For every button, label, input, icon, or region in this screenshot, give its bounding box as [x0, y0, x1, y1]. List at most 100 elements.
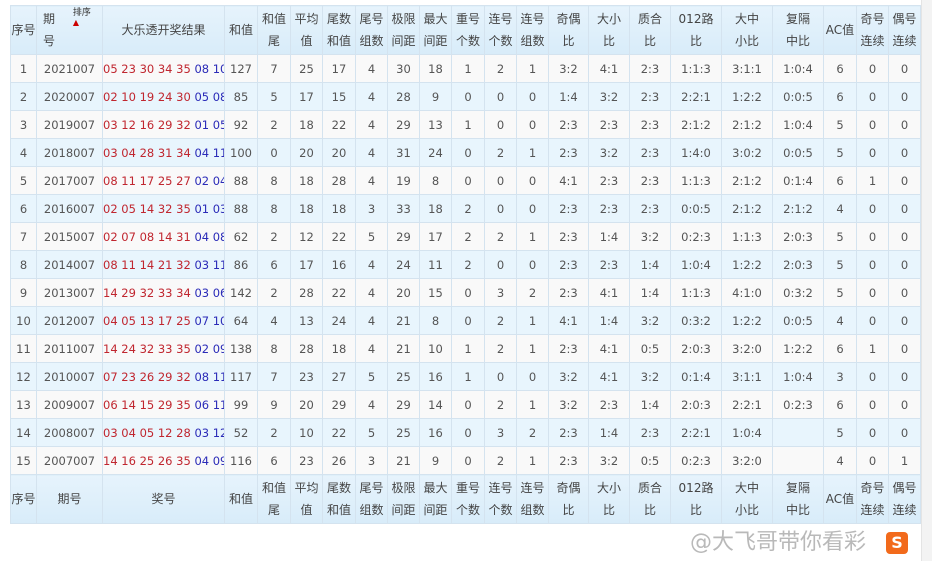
cell-stat: 5 [823, 110, 857, 139]
cell-result: 03 12 16 29 32 01 05 [102, 110, 225, 139]
cell-period: 2015007 [36, 222, 103, 251]
cell-stat: 4 [355, 138, 388, 167]
table-row: 12 2010007 07 23 26 29 32 08 11 117 7 23 27 5 25… [10, 362, 921, 391]
header-line-2: 组数 [359, 34, 384, 48]
cell-stat: 18 [290, 110, 323, 139]
cell-stat: 0 [888, 362, 921, 391]
cell-stat: 18 [290, 166, 323, 195]
sogou-logo-icon[interactable]: S [886, 532, 908, 554]
header-line-2: 值 [300, 34, 313, 48]
cell-stat: 2:3 [588, 390, 630, 419]
cell-stat: 0 [856, 418, 889, 447]
cell-period: 2020007 [36, 82, 103, 111]
cell-stat: 29 [387, 222, 420, 251]
header-line-1: 和值 [261, 12, 286, 26]
vertical-scrollbar[interactable] [921, 0, 932, 561]
sort-button[interactable]: 排序 ▲ [73, 8, 91, 28]
table-row: 1 2021007 05 23 30 34 35 08 10 127 7 25 17 4 30 1… [10, 54, 921, 83]
cell-seq: 3 [10, 110, 37, 139]
cell-stat: 2:3 [629, 54, 671, 83]
cell-stat: 3:2 [548, 362, 589, 391]
header-line-2: 比 [602, 34, 615, 48]
cell-stat: 6 [823, 334, 857, 363]
header-line-2: 间距 [423, 503, 448, 517]
cell-stat: 2 [484, 222, 517, 251]
cell-stat: 2:3 [548, 250, 589, 279]
cell-stat: 2:3 [548, 222, 589, 251]
header-even-run: 偶号 连续 [888, 5, 921, 55]
cell-period: 2014007 [36, 250, 103, 279]
cell-seq: 14 [10, 418, 37, 447]
cell-stat: 4 [355, 334, 388, 363]
back-numbers: 03 11 [194, 257, 225, 272]
cell-stat: 13 [419, 110, 452, 139]
cell-stat: 0 [484, 362, 517, 391]
cell-stat: 4:1 [588, 362, 630, 391]
cell-stat [772, 418, 824, 447]
cell-seq: 9 [10, 278, 37, 307]
back-numbers: 04 08 [194, 229, 225, 244]
header-sum: 和值 [224, 5, 258, 55]
cell-stat: 2:1:2 [721, 166, 773, 195]
cell-stat: 1 [451, 334, 485, 363]
cell-stat: 6 [823, 166, 857, 195]
table-row: 2 2020007 02 10 19 24 30 05 08 85 5 17 15 4 28 9 0… [10, 82, 921, 111]
header-line-1: 最大 [423, 481, 448, 495]
header-period[interactable]: 期 排序 ▲ 号 [36, 5, 103, 55]
header-result: 大乐透开奖结果 [102, 5, 225, 55]
cell-stat: 20 [290, 138, 323, 167]
front-numbers: 14 16 25 26 35 [103, 453, 191, 468]
cell-stat: 92 [224, 110, 258, 139]
cell-stat: 14 [419, 390, 452, 419]
cell-stat: 20 [290, 390, 323, 419]
header-line-1: 大中 [734, 12, 759, 26]
cell-stat: 1 [516, 54, 549, 83]
back-numbers: 05 08 [194, 89, 225, 104]
back-numbers: 04 09 [194, 453, 225, 468]
header-line-1: 奇偶 [556, 12, 581, 26]
header-repeat-gap-mid-ratio: 复隔 中比 [772, 5, 824, 55]
header-line-1: 质合 [637, 12, 662, 26]
cell-stat: 0 [451, 306, 485, 335]
header-big-small-ratio: 大小比 [588, 474, 630, 524]
cell-stat: 0 [484, 194, 517, 223]
cell-stat: 1:0:4 [772, 54, 824, 83]
header-tail-groups: 尾号 组数 [355, 5, 388, 55]
sort-label: 排序 [72, 8, 91, 18]
header-max-gap: 最大 间距 [419, 474, 452, 524]
cell-stat: 21 [387, 334, 420, 363]
cell-stat: 4 [823, 194, 857, 223]
header-line-2: 中比 [785, 34, 810, 48]
front-numbers: 04 05 13 17 25 [103, 313, 191, 328]
header-line-1: 复隔 [785, 12, 810, 26]
cell-stat: 52 [224, 418, 258, 447]
cell-stat: 28 [290, 334, 323, 363]
cell-stat: 100 [224, 138, 258, 167]
cell-stat: 16 [322, 250, 356, 279]
cell-stat: 0 [484, 82, 517, 111]
cell-stat: 0 [888, 222, 921, 251]
cell-stat: 22 [322, 418, 356, 447]
header-odd-run: 奇号 连续 [856, 474, 889, 524]
header-line-2: 个数 [455, 503, 480, 517]
cell-stat: 0:5 [629, 446, 671, 475]
header-line-2: 组数 [520, 503, 545, 517]
cell-stat: 23 [290, 362, 323, 391]
cell-stat: 25 [387, 362, 420, 391]
header-line-1: 奇偶 [556, 481, 581, 495]
cell-stat: 8 [257, 194, 291, 223]
header-line-2: 比 [643, 503, 656, 517]
front-numbers: 08 11 17 25 27 [103, 173, 191, 188]
cell-stat: 4 [355, 306, 388, 335]
header-odd-run: 奇号 连续 [856, 5, 889, 55]
cell-stat: 2 [484, 54, 517, 83]
cell-stat: 1 [516, 306, 549, 335]
cell-stat: 24 [322, 306, 356, 335]
cell-stat: 8 [419, 166, 452, 195]
cell-stat: 1:4 [548, 82, 589, 111]
cell-stat: 7 [257, 362, 291, 391]
cell-stat: 0 [856, 390, 889, 419]
cell-stat: 2:3 [548, 418, 589, 447]
cell-stat: 28 [322, 166, 356, 195]
header-line-2: 小比 [734, 503, 759, 517]
